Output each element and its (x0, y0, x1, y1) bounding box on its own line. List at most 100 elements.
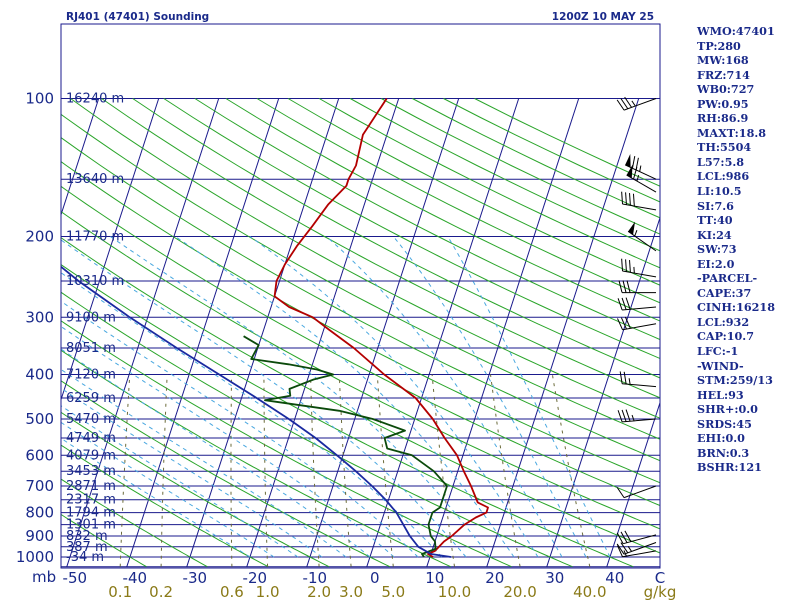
mixing-ratio-line (230, 374, 233, 567)
pressure-tick-label: 600 (25, 446, 54, 464)
wind-barb (624, 153, 657, 180)
chart-grid (61, 98, 660, 568)
wind-barb (617, 316, 657, 331)
dry-adiabat-line (61, 320, 512, 568)
height-label: 832 m (66, 529, 108, 544)
dewpoint-trace (243, 335, 448, 558)
moist-adiabat-line (326, 236, 563, 558)
mixing-ratio-line (263, 374, 269, 567)
mixing-ratio-label: 10.0 (438, 583, 471, 600)
wind-barb (617, 297, 657, 311)
index-line: -PARCEL- (697, 271, 758, 286)
dry-adiabat-line (61, 291, 573, 568)
isotherm-line (426, 98, 580, 567)
dry-adiabat-line (61, 411, 330, 568)
index-line: -WIND- (697, 358, 744, 373)
isotherm-line (61, 98, 160, 402)
height-label: 1794 m (66, 506, 116, 521)
temperature-tick-label: 10 (425, 569, 444, 587)
index-line: L57:5.8 (697, 154, 745, 169)
wind-barb (627, 221, 657, 252)
index-line: SHR+:0.0 (697, 402, 758, 417)
mixing-ratio-label: 20.0 (503, 583, 536, 600)
pressure-tick-label: 400 (25, 366, 54, 384)
height-label: 387 m (66, 540, 108, 555)
height-label: -34 m (66, 550, 104, 565)
height-label: 1301 m (66, 518, 116, 533)
mixing-ratio-label: 40.0 (573, 583, 606, 600)
temperature-unit-label: C (655, 569, 665, 587)
wind-barbs (616, 96, 657, 558)
isotherm-line (66, 98, 220, 567)
temperature-tick-label: 20 (485, 569, 504, 587)
dry-adiabat-line (61, 237, 660, 554)
pressure-tick-label: 300 (25, 308, 54, 326)
dry-adiabat-line (61, 113, 660, 440)
isotherm-line (606, 401, 660, 567)
wind-barb (616, 542, 657, 555)
temperature-tick-label: -10 (303, 569, 328, 587)
wind-barb (616, 96, 657, 111)
height-label: 4079 m (66, 448, 116, 463)
height-label: 3453 m (66, 464, 116, 479)
moist-adiabat-line (174, 236, 515, 558)
moist-adiabat-line (61, 300, 419, 558)
mixing-ratio-line (160, 374, 168, 567)
index-line: CAP:10.7 (697, 329, 754, 344)
temperature-tick-label: -40 (123, 569, 148, 587)
index-line: TP:280 (697, 38, 741, 53)
height-label: 13640 m (66, 172, 124, 187)
dry-adiabat-line (61, 444, 269, 568)
dry-adiabat-line (194, 98, 660, 341)
index-line: SI:7.6 (697, 198, 734, 213)
index-line: CAPE:37 (697, 285, 752, 300)
temperature-tick-label: 40 (605, 569, 624, 587)
mixing-ratio-label: 0.6 (220, 583, 244, 600)
index-line: TT:40 (697, 213, 733, 228)
height-label: 4749 m (66, 431, 116, 446)
moist-adiabat-line (61, 387, 323, 558)
mixing-ratio-unit-label: g/kg (644, 583, 677, 600)
sounding-traces (61, 98, 489, 558)
wind-barb (618, 280, 656, 294)
mixing-ratio-line (431, 374, 455, 567)
chart-title: RJ401 (47401) Sounding (66, 11, 209, 23)
index-line: WMO:47401 (697, 24, 775, 38)
height-label: 16240 m (66, 92, 124, 107)
mixing-ratio-line (551, 374, 591, 567)
index-line: EI:2.0 (697, 256, 735, 271)
wind-barb (616, 530, 657, 545)
mixing-ratio-line (338, 374, 352, 567)
mixing-ratio-label: 5.0 (381, 583, 405, 600)
pressure-tick-label: 100 (25, 90, 54, 108)
moist-adiabat-line (61, 325, 395, 558)
index-line: HEL:93 (697, 387, 744, 402)
index-line: LFC:-1 (697, 344, 739, 359)
height-label: 8051 m (66, 341, 116, 356)
wind-barb (617, 409, 657, 423)
wind-barb (621, 258, 657, 278)
index-line: BRN:0.3 (697, 445, 750, 460)
mixing-ratio-label: 0.2 (149, 583, 173, 600)
isotherm-line (246, 98, 400, 567)
isotherm-line (546, 216, 660, 567)
isotherm-line (186, 98, 340, 567)
height-labels: 16240 m 13640 m 11770 m 10310 m 9100 m 8051 m… (66, 92, 124, 566)
height-label: 11770 m (66, 230, 124, 245)
index-line: PW:0.95 (697, 96, 749, 111)
wind-barb (621, 191, 657, 211)
pressure-tick-label: 700 (25, 477, 54, 495)
wind-barb (626, 164, 657, 193)
mixing-ratio-label: 2.0 (307, 583, 331, 600)
index-line: BSHR:121 (697, 460, 762, 475)
dry-adiabat-line (132, 98, 660, 379)
height-label: 2871 m (66, 479, 116, 494)
isotherm-line (366, 98, 520, 567)
temperature-tick-label: 0 (370, 569, 380, 587)
dry-adiabat-line (61, 513, 147, 568)
isotherm-line (61, 98, 100, 217)
dry-adiabat-line (61, 137, 660, 462)
wind-barb (616, 485, 657, 499)
isotherm-line (486, 98, 640, 567)
